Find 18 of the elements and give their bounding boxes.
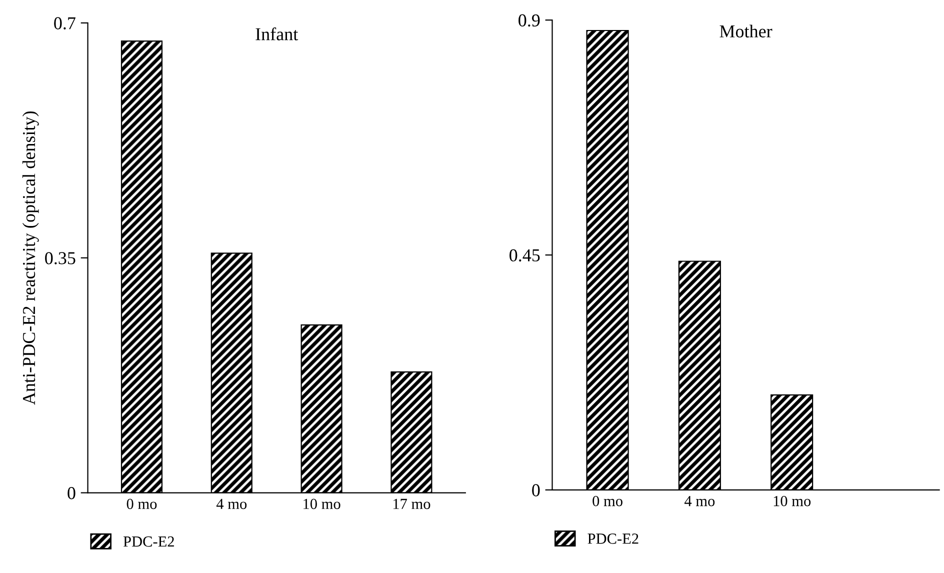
y-tick-label: 0.7 [54, 17, 76, 30]
x-tick-label: 4 mo [684, 496, 715, 506]
y-axis-title: Anti-PDC-E2 reactivity (optical density) [22, 111, 39, 405]
chart-title: Infant [256, 27, 298, 40]
chart-title: Mother [720, 24, 772, 38]
legend-label: PDC-E2 [123, 536, 174, 547]
x-tick-label: 0 mo [592, 496, 622, 506]
y-tick-label: 0 [532, 484, 540, 496]
x-tick-label: 10 mo [304, 498, 340, 510]
x-tick-label: 10 mo [774, 496, 811, 506]
y-tick-label: 0.9 [518, 14, 540, 27]
x-tick-label: 4 mo [216, 498, 247, 510]
x-tick-label: 0 mo [126, 498, 157, 510]
y-tick-label: 0.35 [45, 252, 76, 264]
legend-label: PDC-E2 [588, 534, 638, 544]
x-tick-label: 17 mo [393, 498, 430, 510]
y-tick-label: 0.45 [510, 249, 540, 262]
y-tick-label: 0 [68, 487, 76, 500]
